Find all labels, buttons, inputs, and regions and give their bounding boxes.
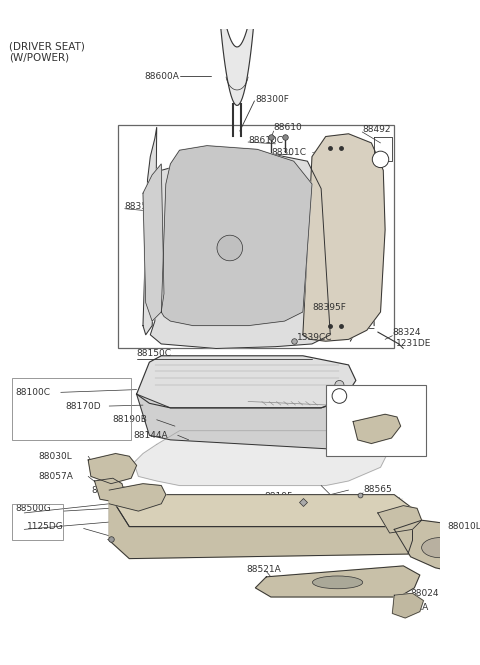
Text: 88516B: 88516B: [91, 485, 126, 495]
Text: 88395F: 88395F: [312, 303, 346, 312]
Text: 88145C: 88145C: [246, 158, 281, 168]
Text: 88010L: 88010L: [447, 522, 480, 531]
Circle shape: [372, 151, 389, 168]
Text: 88610: 88610: [274, 123, 302, 132]
Text: 88301C: 88301C: [271, 148, 306, 156]
Polygon shape: [137, 394, 356, 449]
Text: 88350C: 88350C: [125, 202, 160, 211]
Text: (DRIVER SEAT): (DRIVER SEAT): [9, 41, 84, 51]
Polygon shape: [219, 0, 255, 106]
Circle shape: [217, 235, 242, 261]
Bar: [326, 385, 426, 456]
Polygon shape: [378, 505, 421, 533]
Text: 88521A: 88521A: [246, 565, 281, 574]
Polygon shape: [134, 422, 394, 485]
Text: 88100C: 88100C: [15, 388, 50, 397]
Polygon shape: [109, 495, 412, 527]
Polygon shape: [353, 414, 401, 444]
Text: 88150C: 88150C: [137, 348, 171, 358]
Text: 88565: 88565: [363, 485, 392, 493]
Text: 88024: 88024: [411, 589, 439, 598]
Text: 88370C: 88370C: [178, 175, 213, 184]
Polygon shape: [143, 164, 164, 321]
Text: 88144A: 88144A: [134, 431, 168, 440]
Text: 88300F: 88300F: [255, 96, 289, 104]
Text: 88170D: 88170D: [65, 402, 101, 410]
Polygon shape: [88, 454, 137, 483]
Polygon shape: [303, 134, 385, 341]
Text: 88057A: 88057A: [38, 472, 73, 481]
Text: 1231DE: 1231DE: [396, 338, 432, 348]
Ellipse shape: [421, 537, 458, 558]
Text: 88030L: 88030L: [38, 452, 72, 461]
Text: a: a: [337, 392, 342, 400]
Text: 88195: 88195: [264, 492, 293, 501]
Circle shape: [332, 388, 347, 403]
Bar: [119, 124, 394, 348]
Polygon shape: [109, 495, 412, 559]
Text: 1125DG: 1125DG: [27, 522, 64, 531]
Polygon shape: [255, 566, 420, 597]
Text: 88500G: 88500G: [15, 504, 51, 513]
Bar: [12, 378, 131, 440]
Text: 88610C: 88610C: [248, 136, 283, 145]
Text: 88190B: 88190B: [113, 415, 148, 424]
Text: 88067A: 88067A: [365, 509, 400, 517]
Text: (W/POWER): (W/POWER): [9, 53, 69, 63]
Bar: [12, 504, 62, 541]
Text: 88600A: 88600A: [144, 72, 180, 80]
Polygon shape: [143, 128, 330, 348]
Polygon shape: [392, 593, 423, 618]
Text: 88492: 88492: [362, 125, 391, 134]
Text: 1339CC: 1339CC: [297, 333, 332, 342]
Text: 1234AA: 1234AA: [394, 603, 430, 612]
Polygon shape: [137, 356, 356, 408]
Polygon shape: [161, 146, 312, 326]
Polygon shape: [95, 478, 125, 502]
Ellipse shape: [312, 576, 363, 589]
Text: 88324: 88324: [392, 328, 421, 336]
Text: 1125DG: 1125DG: [365, 497, 402, 507]
Text: a: a: [378, 155, 383, 164]
Polygon shape: [109, 483, 166, 511]
Text: 87375C: 87375C: [351, 392, 386, 400]
Polygon shape: [394, 520, 480, 573]
Circle shape: [335, 380, 344, 390]
